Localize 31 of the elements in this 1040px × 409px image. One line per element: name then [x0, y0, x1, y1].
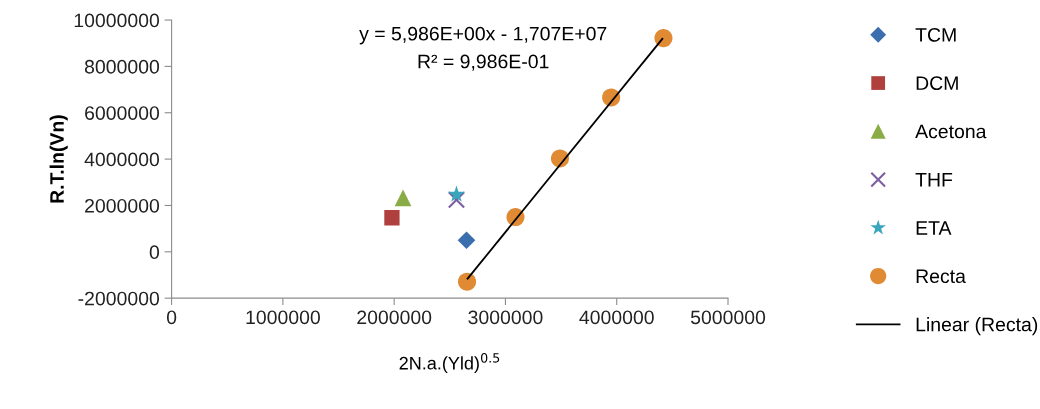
legend-label: ETA: [916, 221, 952, 235]
legend-label: Recta: [916, 269, 966, 284]
annotation: R² = 9,986E-01: [418, 54, 549, 71]
point: [447, 191, 466, 209]
legend-label: Acetona: [915, 124, 987, 139]
x-tick-label: 4000000: [579, 310, 654, 325]
point: [654, 29, 673, 48]
annotation: y = 5,986E+00x - 1,707E+07: [359, 26, 607, 45]
point: [458, 272, 477, 291]
legend-label: TCM: [915, 28, 956, 42]
y-axis-title: R.T.ln(Vn): [49, 115, 68, 203]
point: [457, 231, 476, 250]
legend-label: DCM: [916, 76, 958, 91]
point: [394, 189, 412, 207]
x-tick-label: 1000000: [246, 310, 320, 325]
y-tick-label: 4000000: [84, 152, 160, 167]
y-tick-label: 6000000: [85, 106, 160, 120]
y-tick-label: 2000000: [85, 198, 160, 213]
y-tick-label: -2000000: [78, 291, 160, 306]
y-tick-label: 10000000: [74, 13, 160, 28]
x-tick-label: 5000000: [690, 310, 766, 325]
y-tick-label: 8000000: [84, 59, 160, 74]
y-tick-label: 0: [149, 245, 160, 260]
x-axis-title: 2N.a.(Yld)$^{0.5}$: [399, 353, 500, 374]
legend-label: Linear (Recta): [916, 317, 1038, 336]
legend-label: THF: [915, 173, 953, 187]
x-tick-label: 0: [166, 310, 177, 325]
point: [447, 185, 466, 202]
point: [384, 210, 400, 226]
x-tick-label: 3000000: [468, 310, 543, 325]
x-tick-label: 2000000: [357, 310, 432, 325]
